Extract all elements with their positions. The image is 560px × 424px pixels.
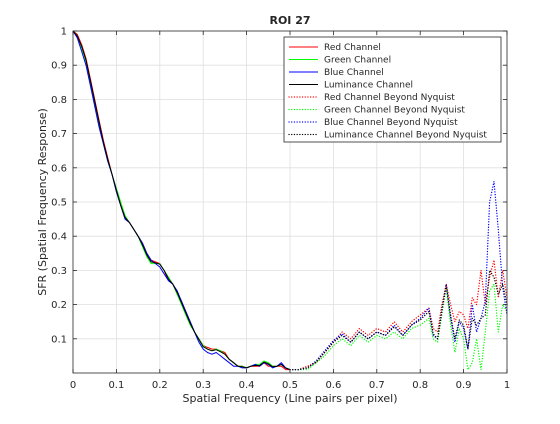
- chart-title: ROI 27: [269, 14, 310, 27]
- series-line-green-channel-beyond-nyquist: [289, 283, 508, 371]
- series-line-luminance-channel: [72, 30, 291, 371]
- y-tick-label: 1: [61, 27, 67, 38]
- legend-label-blue-channel-beyond-nyquist: Blue Channel Beyond Nyquist: [324, 118, 458, 128]
- series-line-luminance-channel-beyond-nyquist: [289, 269, 508, 371]
- y-tick-label: 0.3: [51, 266, 67, 277]
- legend-box: [283, 36, 502, 143]
- y-tick-label: 0.5: [51, 198, 67, 209]
- series-layer: [72, 30, 508, 371]
- x-tick-label: 0.4: [239, 380, 255, 391]
- x-tick-label: 0.1: [108, 380, 124, 391]
- y-tick-label: 0.9: [51, 61, 67, 72]
- series-line-blue-channel-beyond-nyquist: [289, 180, 508, 371]
- legend-label-luminance-channel: Luminance Channel: [324, 81, 413, 91]
- legend-label-luminance-channel-beyond-nyquist: Luminance Channel Beyond Nyquist: [324, 131, 487, 141]
- y-tick-label: 0.6: [51, 163, 67, 174]
- y-tick-label: 0.4: [51, 232, 67, 243]
- legend-label-red-channel-beyond-nyquist: Red Channel Beyond Nyquist: [324, 93, 455, 103]
- y-tick-label: 0.8: [51, 95, 67, 106]
- x-tick-label: 0.3: [195, 380, 211, 391]
- x-tick-label: 0.2: [152, 380, 168, 391]
- y-tick-label: 0.2: [51, 300, 67, 311]
- legend-label-green-channel: Green Channel: [324, 56, 391, 66]
- legend-label-blue-channel: Blue Channel: [324, 68, 384, 78]
- x-tick-label: 0.6: [325, 380, 341, 391]
- x-tick-label: 1: [504, 380, 510, 391]
- x-tick-label: 0: [70, 380, 76, 391]
- y-tick-label: 0.1: [51, 334, 67, 345]
- y-tick-label: 0.7: [51, 129, 67, 140]
- x-axis-label: Spatial Frequency (Line pairs per pixel): [182, 392, 397, 405]
- y-axis-label: SFR (Spatial Frequency Response): [36, 108, 49, 296]
- series-line-red-channel-beyond-nyquist: [289, 259, 508, 371]
- x-tick-label: 0.5: [282, 380, 298, 391]
- ticks: 0 0.1 0.2 0.3 0.4 0.5 0.6 0.7 0.8 0.9 1 0.1 0.2 0.3 0.…: [51, 27, 510, 392]
- x-tick-label: 0.9: [456, 380, 472, 391]
- legend: Red Channel Green Channel Blue Channel Lumi…: [283, 36, 502, 143]
- legend-label-green-channel-beyond-nyquist: Green Channel Beyond Nyquist: [324, 106, 465, 116]
- x-tick-label: 0.8: [412, 380, 428, 391]
- x-tick-label: 0.7: [369, 380, 385, 391]
- legend-label-red-channel: Red Channel: [324, 43, 381, 53]
